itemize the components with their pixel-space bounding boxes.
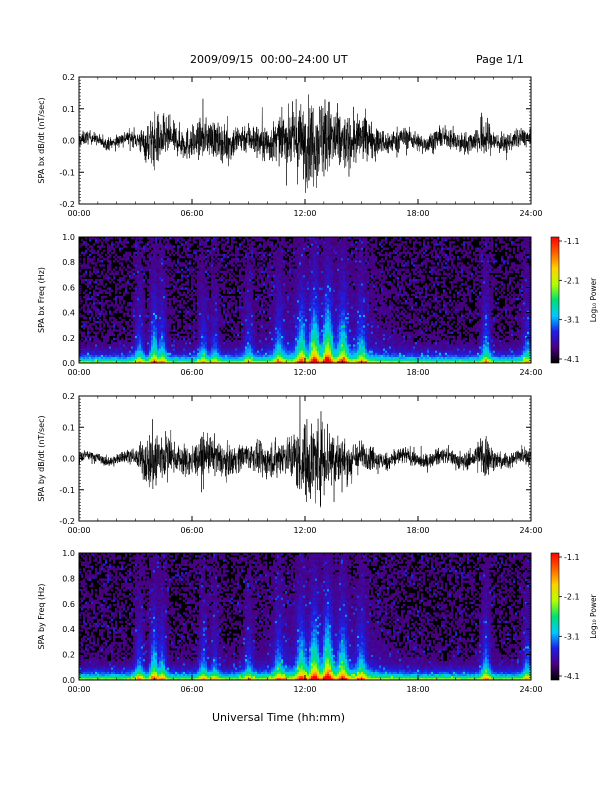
y-axis-label: SPA by Freq (Hz) [37, 584, 46, 650]
x-tick-label: 12:00 [293, 209, 316, 218]
panel-by-waveform: 0.2 0.1 0.0 -0.1 -0.200:00 06:00 12:00 18:00 24:… [37, 392, 543, 535]
y-axis-label: SPA by dB/dt (nT/sec) [37, 415, 46, 501]
x-tick-label: 06:00 [180, 209, 203, 218]
plot-frame [78, 552, 532, 681]
x-tick-label: 24:00 [519, 685, 542, 694]
y-tick-label: 0.0 [62, 455, 75, 464]
y-tick-label: 0.8 [62, 258, 75, 267]
x-tick-label: 18:00 [406, 685, 429, 694]
colorbar-label: Log₁₀ Power [589, 593, 598, 638]
y-tick-label: 0.4 [62, 309, 75, 318]
colorbar-label: Log₁₀ Power [589, 277, 598, 322]
y-tick-label: -0.1 [59, 168, 75, 177]
x-tick-label: 24:00 [519, 526, 542, 535]
x-tick-label: 18:00 [406, 368, 429, 377]
x-tick-label: 06:00 [180, 526, 203, 535]
y-tick-label: 0.8 [62, 574, 75, 583]
colorbar-tick-label: -1.1 [564, 237, 580, 246]
y-tick-label: 0.0 [62, 359, 75, 368]
spectrogram-cells [79, 553, 532, 681]
x-tick-label: 18:00 [406, 209, 429, 218]
y-tick-label: 0.0 [62, 137, 75, 146]
x-axis-label: Universal Time (hh:mm) [212, 711, 345, 724]
y-tick-label: -0.2 [59, 517, 75, 526]
y-tick-label: 0.6 [62, 600, 75, 609]
y-axis-label: SPA bx dB/dt (nT/sec) [37, 97, 46, 183]
colorbar [550, 552, 560, 681]
y-tick-label: 0.2 [62, 392, 75, 401]
spectrogram-cells [79, 237, 532, 364]
colorbar [550, 236, 560, 364]
y-tick-label: 0.2 [62, 651, 75, 660]
x-tick-label: 00:00 [67, 368, 90, 377]
colorbar-tick-label: -4.1 [564, 672, 580, 681]
x-tick-label: 12:00 [293, 368, 316, 377]
y-tick-label: -0.2 [59, 200, 75, 209]
x-tick-label: 06:00 [180, 368, 203, 377]
page-number: Page 1/1 [476, 53, 524, 66]
panel-by-spectrogram: -1.1 -2.1 -3.1 -4.1 Log₁₀ Power 1.0 0.8 0.6 0.4 0… [37, 549, 598, 694]
x-tick-label: 00:00 [67, 685, 90, 694]
x-tick-label: 12:00 [293, 685, 316, 694]
waveform-series [79, 396, 531, 508]
page-title: 2009/09/15 00:00–24:00 UT [190, 53, 348, 66]
colorbar-tick-label: -2.1 [564, 276, 580, 285]
y-axis-label: SPA bx Freq (Hz) [37, 267, 46, 333]
plot-frame [78, 395, 532, 522]
y-tick-label: 1.0 [62, 549, 75, 558]
x-tick-label: 00:00 [67, 209, 90, 218]
y-tick-label: 0.6 [62, 283, 75, 292]
x-tick-label: 24:00 [519, 209, 542, 218]
y-tick-label: 0.1 [62, 105, 75, 114]
plot-frame [78, 76, 532, 205]
x-tick-label: 12:00 [293, 526, 316, 535]
x-tick-label: 06:00 [180, 685, 203, 694]
panel-bx-waveform: 0.2 0.1 0.0 -0.1 -0.200:00 06:00 12:00 18:00 24:… [37, 73, 543, 218]
colorbar-tick-label: -3.1 [564, 316, 580, 325]
y-tick-label: -0.1 [59, 486, 75, 495]
colorbar-tick-label: -1.1 [564, 553, 580, 562]
y-tick-label: 0.2 [62, 73, 75, 82]
y-tick-label: 0.4 [62, 625, 75, 634]
colorbar-tick-label: -3.1 [564, 632, 580, 641]
y-tick-label: 0.2 [62, 334, 75, 343]
colorbar-tick-label: -4.1 [564, 355, 580, 364]
y-tick-label: 1.0 [62, 233, 75, 242]
waveform-series [79, 94, 531, 193]
x-tick-label: 18:00 [406, 526, 429, 535]
y-tick-label: 0.1 [62, 423, 75, 432]
colorbar-tick-label: -2.1 [564, 593, 580, 602]
x-tick-label: 24:00 [519, 368, 542, 377]
panel-bx-spectrogram: -1.1 -2.1 -3.1 -4.1 Log₁₀ Power 1.0 0.8 0.6 0.4 0… [37, 233, 598, 377]
x-tick-label: 00:00 [67, 526, 90, 535]
y-tick-label: 0.0 [62, 676, 75, 685]
plot-frame [78, 236, 532, 364]
